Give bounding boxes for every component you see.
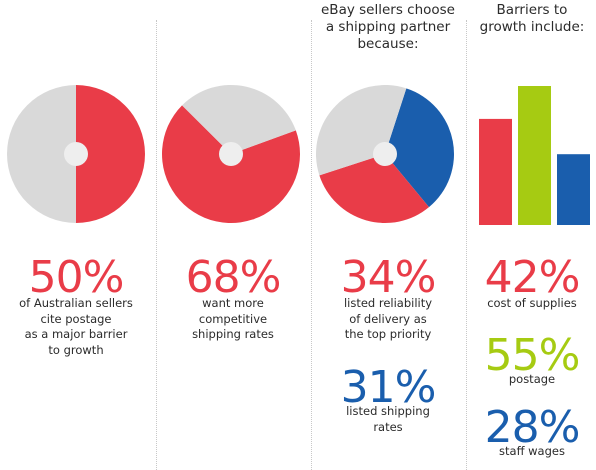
stat-42-percent: 42% <box>484 252 581 303</box>
pie-panel-shipping-rates: 68% want more competitive shipping rates <box>158 0 308 470</box>
pie-slice <box>7 85 76 223</box>
pie-center-hole <box>64 142 88 166</box>
pie-center-hole <box>373 142 397 166</box>
column-divider <box>311 20 312 470</box>
bar-chart-barriers <box>479 86 590 225</box>
stat-description: want more competitive shipping rates <box>158 296 308 343</box>
heading-line: because: <box>357 36 419 52</box>
desc-line: listed shipping <box>346 404 430 418</box>
pie-slice <box>76 85 145 223</box>
desc-line: want more <box>202 296 264 310</box>
desc-line: listed reliability <box>343 296 433 310</box>
pie-slice-group <box>7 85 145 223</box>
stat-31-percent: 31% <box>340 362 437 413</box>
desc-line: cite postage <box>40 311 112 326</box>
heading-line: eBay sellers choose <box>321 2 455 18</box>
column-divider <box>466 20 467 470</box>
stat-description: postage <box>508 372 556 386</box>
pie-panel-postage: 50% of Australian sellers cite postage a… <box>0 0 152 470</box>
heading-line: Barriers to <box>496 2 568 18</box>
bar-postage <box>518 86 551 225</box>
heading-line: growth include: <box>479 19 585 35</box>
pie-chart-shipping-rates <box>162 84 301 223</box>
stat-55-percent: 55% <box>484 330 581 381</box>
pie-chart-postage <box>7 85 145 223</box>
stat-description: cost of supplies <box>487 296 577 310</box>
desc-line: the top priority <box>344 327 432 341</box>
bar-staff-wages <box>557 154 590 225</box>
desc-line: rates <box>373 419 403 434</box>
stat-description: listed shipping rates <box>313 404 463 435</box>
desc-line: competitive <box>198 311 268 326</box>
stat-description: listed reliability of delivery as the to… <box>313 296 463 343</box>
stat-description: of Australian sellers cite postage as a … <box>0 296 152 358</box>
stat-50-percent: 50% <box>28 252 125 303</box>
desc-line: as a major barrier <box>24 327 128 341</box>
heading-line: a shipping partner <box>325 19 451 35</box>
bar-panel-barriers: Barriers to growth include: 42% cost of … <box>468 0 596 470</box>
pie-chart-shipping-partner <box>316 85 454 223</box>
pie-slice <box>385 88 454 208</box>
stat-28-percent: 28% <box>484 402 581 453</box>
stat-34-percent: 34% <box>340 252 437 303</box>
desc-line: of delivery as <box>349 311 427 326</box>
desc-line: of Australian sellers <box>19 296 133 310</box>
pie-slice <box>182 84 296 154</box>
pie-slice <box>319 154 429 223</box>
stat-68-percent: 68% <box>185 252 282 303</box>
stat-description: staff wages <box>499 444 565 458</box>
desc-line: shipping rates <box>192 327 274 341</box>
panel-heading: Barriers to growth include: <box>468 2 596 36</box>
bar-cost-of-supplies <box>479 118 512 225</box>
pie-center-hole <box>219 142 243 166</box>
column-divider <box>156 20 157 470</box>
desc-line: to growth <box>48 342 104 357</box>
panel-heading: eBay sellers choose a shipping partner b… <box>313 2 463 53</box>
pie-panel-shipping-partner: eBay sellers choose a shipping partner b… <box>313 0 463 470</box>
